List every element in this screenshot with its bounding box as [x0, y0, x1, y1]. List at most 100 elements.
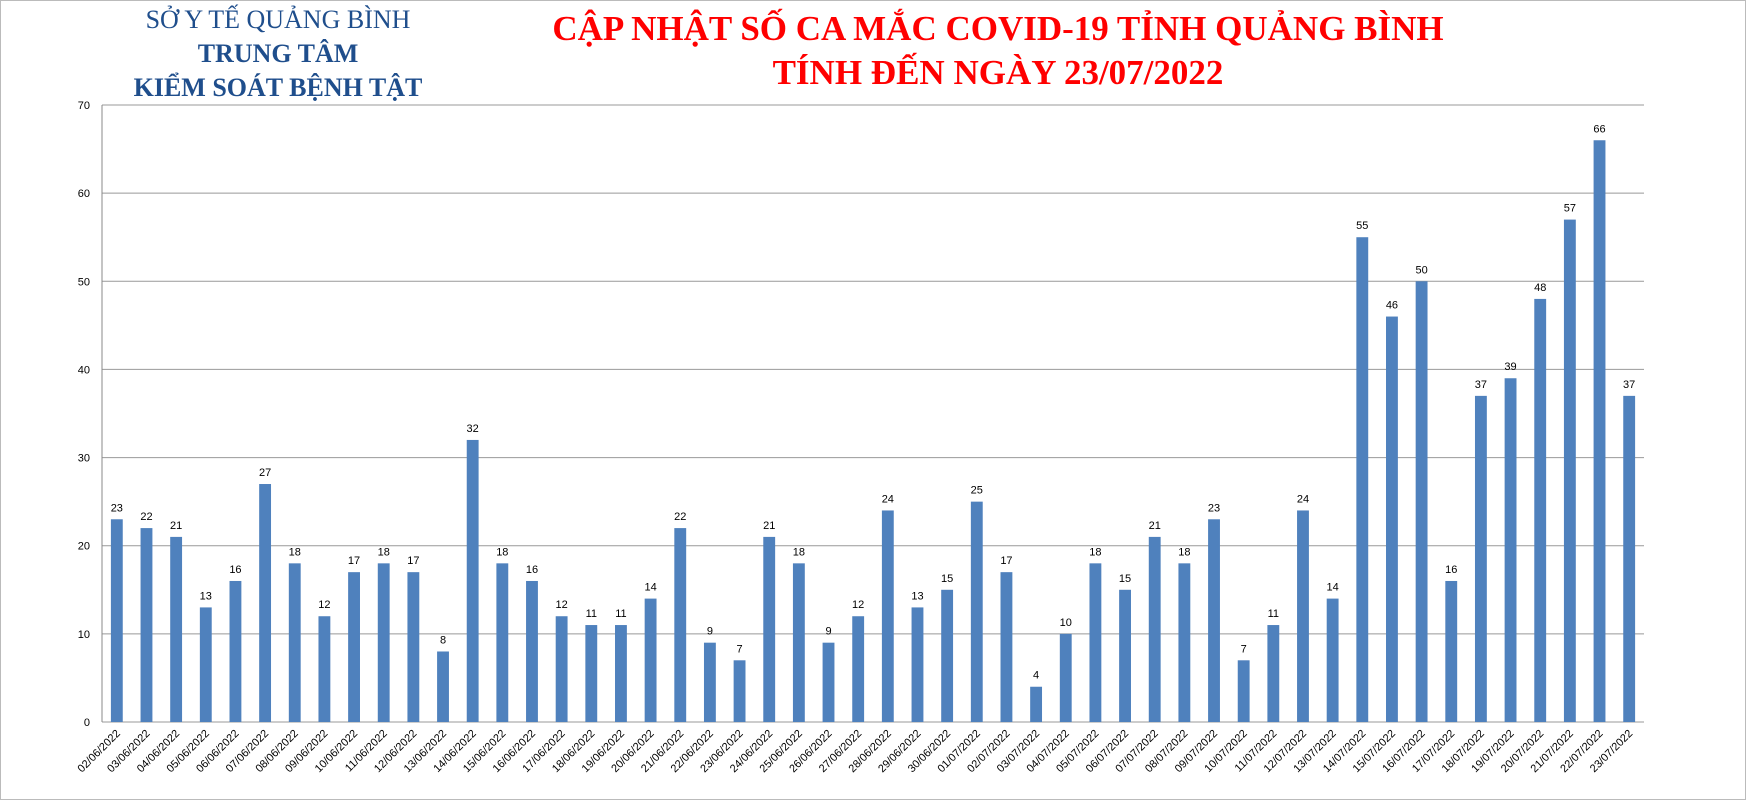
data-label: 66	[1593, 123, 1605, 135]
bar	[763, 536, 776, 722]
bar	[496, 563, 509, 722]
chart-title: CẬP NHẬT SỐ CA MẮC COVID-19 TỈNH QUẢNG B…	[552, 7, 1443, 48]
data-label: 17	[407, 555, 419, 567]
data-label: 12	[318, 599, 330, 611]
data-label: 18	[1089, 546, 1101, 558]
data-label: 18	[1178, 546, 1190, 558]
org-line: TRUNG TÂM	[198, 39, 359, 68]
data-label: 8	[440, 634, 446, 646]
y-tick-label: 20	[78, 541, 90, 553]
bar	[1059, 633, 1072, 722]
bar	[644, 598, 657, 722]
bar	[1267, 625, 1280, 722]
data-label: 21	[763, 520, 775, 532]
bar	[1623, 395, 1636, 722]
bar	[941, 589, 954, 722]
data-label: 4	[1033, 670, 1039, 682]
bar	[110, 519, 123, 722]
data-label: 7	[736, 643, 742, 655]
bar	[1297, 510, 1309, 722]
chart-subtitle: TÍNH ĐẾN NGÀY 23/07/2022	[773, 52, 1224, 92]
data-label: 24	[882, 493, 894, 505]
bar	[792, 563, 805, 722]
data-label: 16	[229, 564, 241, 576]
bar	[229, 580, 242, 722]
data-label: 14	[1327, 582, 1339, 594]
bar	[1415, 281, 1428, 722]
data-label: 22	[140, 511, 152, 523]
bar	[407, 572, 420, 722]
data-label: 46	[1386, 300, 1398, 312]
bar	[1563, 219, 1576, 723]
data-label: 37	[1623, 379, 1635, 391]
bar	[1386, 316, 1398, 722]
org-line: SỞ Y TẾ QUẢNG BÌNH	[146, 5, 411, 34]
y-tick-label: 50	[78, 276, 90, 288]
y-tick-label: 60	[78, 188, 90, 200]
bar	[259, 484, 272, 722]
bar	[437, 651, 449, 722]
data-label: 12	[556, 599, 568, 611]
bar	[1089, 563, 1102, 722]
data-label: 24	[1297, 493, 1309, 505]
bar	[822, 642, 835, 722]
bar	[466, 439, 479, 722]
data-label: 16	[526, 564, 538, 576]
bar	[288, 563, 301, 722]
bar	[615, 625, 627, 722]
bar	[199, 607, 212, 722]
bar	[733, 660, 746, 722]
data-label: 11	[1268, 608, 1279, 620]
data-label: 17	[348, 555, 360, 567]
bar	[1030, 686, 1043, 722]
data-label: 9	[825, 626, 831, 638]
data-label: 12	[852, 599, 864, 611]
bar	[1445, 580, 1458, 722]
bar	[1178, 563, 1191, 722]
data-label: 27	[259, 467, 271, 479]
bar	[881, 510, 894, 722]
bar	[1534, 298, 1547, 722]
y-tick-label: 10	[78, 629, 90, 641]
data-label: 39	[1504, 361, 1516, 373]
data-label: 32	[467, 423, 479, 435]
bar	[1148, 536, 1161, 722]
bar	[1237, 660, 1250, 722]
data-label: 18	[496, 546, 508, 558]
data-label: 11	[586, 608, 597, 620]
bar	[1326, 598, 1339, 722]
data-label: 13	[911, 590, 923, 602]
bar	[1356, 237, 1369, 722]
bar	[348, 572, 360, 722]
bar	[703, 642, 716, 722]
bar	[1474, 395, 1487, 722]
data-label: 14	[644, 582, 656, 594]
data-label: 23	[111, 502, 123, 514]
data-label: 18	[793, 546, 805, 558]
y-tick-label: 70	[78, 100, 90, 112]
y-tick-label: 0	[84, 717, 90, 729]
bar	[1000, 572, 1013, 722]
bar	[674, 528, 687, 722]
data-label: 15	[1119, 573, 1131, 585]
bar	[585, 625, 598, 722]
data-label: 57	[1564, 203, 1576, 215]
data-label: 50	[1415, 264, 1427, 276]
data-label: 48	[1534, 282, 1546, 294]
data-label: 9	[707, 626, 713, 638]
data-label: 18	[378, 546, 390, 558]
data-label: 15	[941, 573, 953, 585]
bar	[526, 580, 538, 722]
y-tick-label: 40	[78, 364, 90, 376]
bar	[170, 536, 183, 722]
data-label: 23	[1208, 502, 1220, 514]
bar	[377, 563, 390, 722]
bar	[1504, 378, 1517, 722]
data-label: 21	[170, 520, 182, 532]
data-label: 21	[1149, 520, 1161, 532]
bar	[1119, 589, 1131, 722]
bar	[318, 616, 331, 722]
data-label: 18	[289, 546, 301, 558]
